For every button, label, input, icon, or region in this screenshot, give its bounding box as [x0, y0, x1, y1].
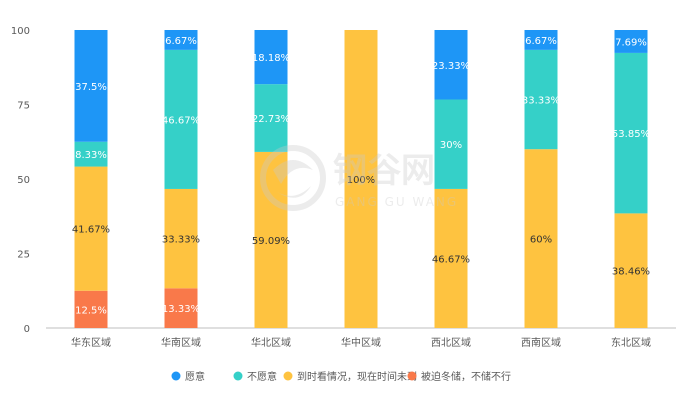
bar-segment [164, 188, 198, 289]
data-label: 8.33% [75, 150, 107, 161]
watermark-emblem-icon [260, 145, 326, 211]
y-tick-label: 0 [24, 324, 30, 335]
bar-segment [614, 30, 648, 53]
legend-marker [233, 371, 243, 381]
data-label: 46.67% [432, 254, 470, 265]
legend-label: 愿意 [185, 370, 205, 383]
watermark-text-en: GANG GU WANG [335, 195, 458, 209]
data-label: 23.33% [432, 61, 470, 72]
bar-segment [254, 84, 288, 152]
data-label: 12.5% [75, 305, 107, 316]
bar-segment [524, 30, 558, 50]
data-label: 6.67% [165, 36, 197, 47]
bar-segment [344, 30, 378, 328]
data-label: 33.33% [522, 96, 560, 107]
y-tick-label: 75 [17, 101, 30, 112]
bar-segment [74, 141, 108, 167]
bar-segment [74, 290, 108, 328]
bar-segment [434, 188, 468, 328]
data-label: 33.33% [162, 235, 200, 246]
x-tick-label: 华南区域 [161, 336, 201, 349]
data-label: 46.67% [162, 115, 200, 126]
bar-segment [164, 288, 198, 328]
data-label: 59.09% [252, 236, 290, 247]
legend-marker [171, 371, 181, 381]
data-label: 13.33% [162, 304, 200, 315]
bar-segment [254, 151, 288, 328]
legend-marker [283, 371, 293, 381]
data-label: 100% [347, 175, 376, 186]
x-tick-label: 华中区域 [341, 336, 381, 349]
data-label: 6.67% [525, 36, 557, 47]
data-label: 18.18% [252, 53, 290, 64]
legend-label: 被迫冬储，不储不行 [421, 370, 511, 383]
bar-segment [74, 166, 108, 291]
data-label: 53.85% [612, 129, 650, 140]
y-tick-label: 50 [17, 175, 30, 186]
bar-segment [74, 30, 108, 142]
data-label: 60% [530, 235, 552, 246]
bar-segment [164, 30, 198, 50]
x-tick-label: 西北区域 [431, 336, 471, 349]
data-label: 41.67% [72, 225, 110, 236]
data-label: 38.46% [612, 267, 650, 278]
bar-segment [524, 149, 558, 328]
legend-label: 到时看情况，现在时间未到 [297, 370, 417, 383]
watermark-logo: 钢谷网 GANG GU WANG [255, 140, 465, 220]
x-tick-label: 东北区域 [611, 336, 651, 349]
bar-segment [614, 52, 648, 214]
legend-marker [407, 371, 417, 381]
bar-segment [614, 213, 648, 328]
bar-segment [434, 99, 468, 189]
y-tick-label: 25 [17, 250, 30, 261]
x-tick-label: 华北区域 [251, 336, 291, 349]
bar-segment [254, 30, 288, 85]
legend-label: 不愿意 [247, 370, 277, 383]
x-tick-label: 西南区域 [521, 336, 561, 349]
x-tick-label: 华东区域 [71, 336, 111, 349]
y-tick-label: 100 [11, 26, 30, 37]
watermark-text-cn: 钢谷网 [333, 151, 435, 191]
bar-segment [164, 49, 198, 189]
bar-segment [434, 30, 468, 100]
data-label: 22.73% [252, 114, 290, 125]
bar-segment [524, 49, 558, 150]
data-label: 7.69% [615, 37, 647, 48]
data-label: 37.5% [75, 82, 107, 93]
data-label: 30% [440, 140, 462, 151]
